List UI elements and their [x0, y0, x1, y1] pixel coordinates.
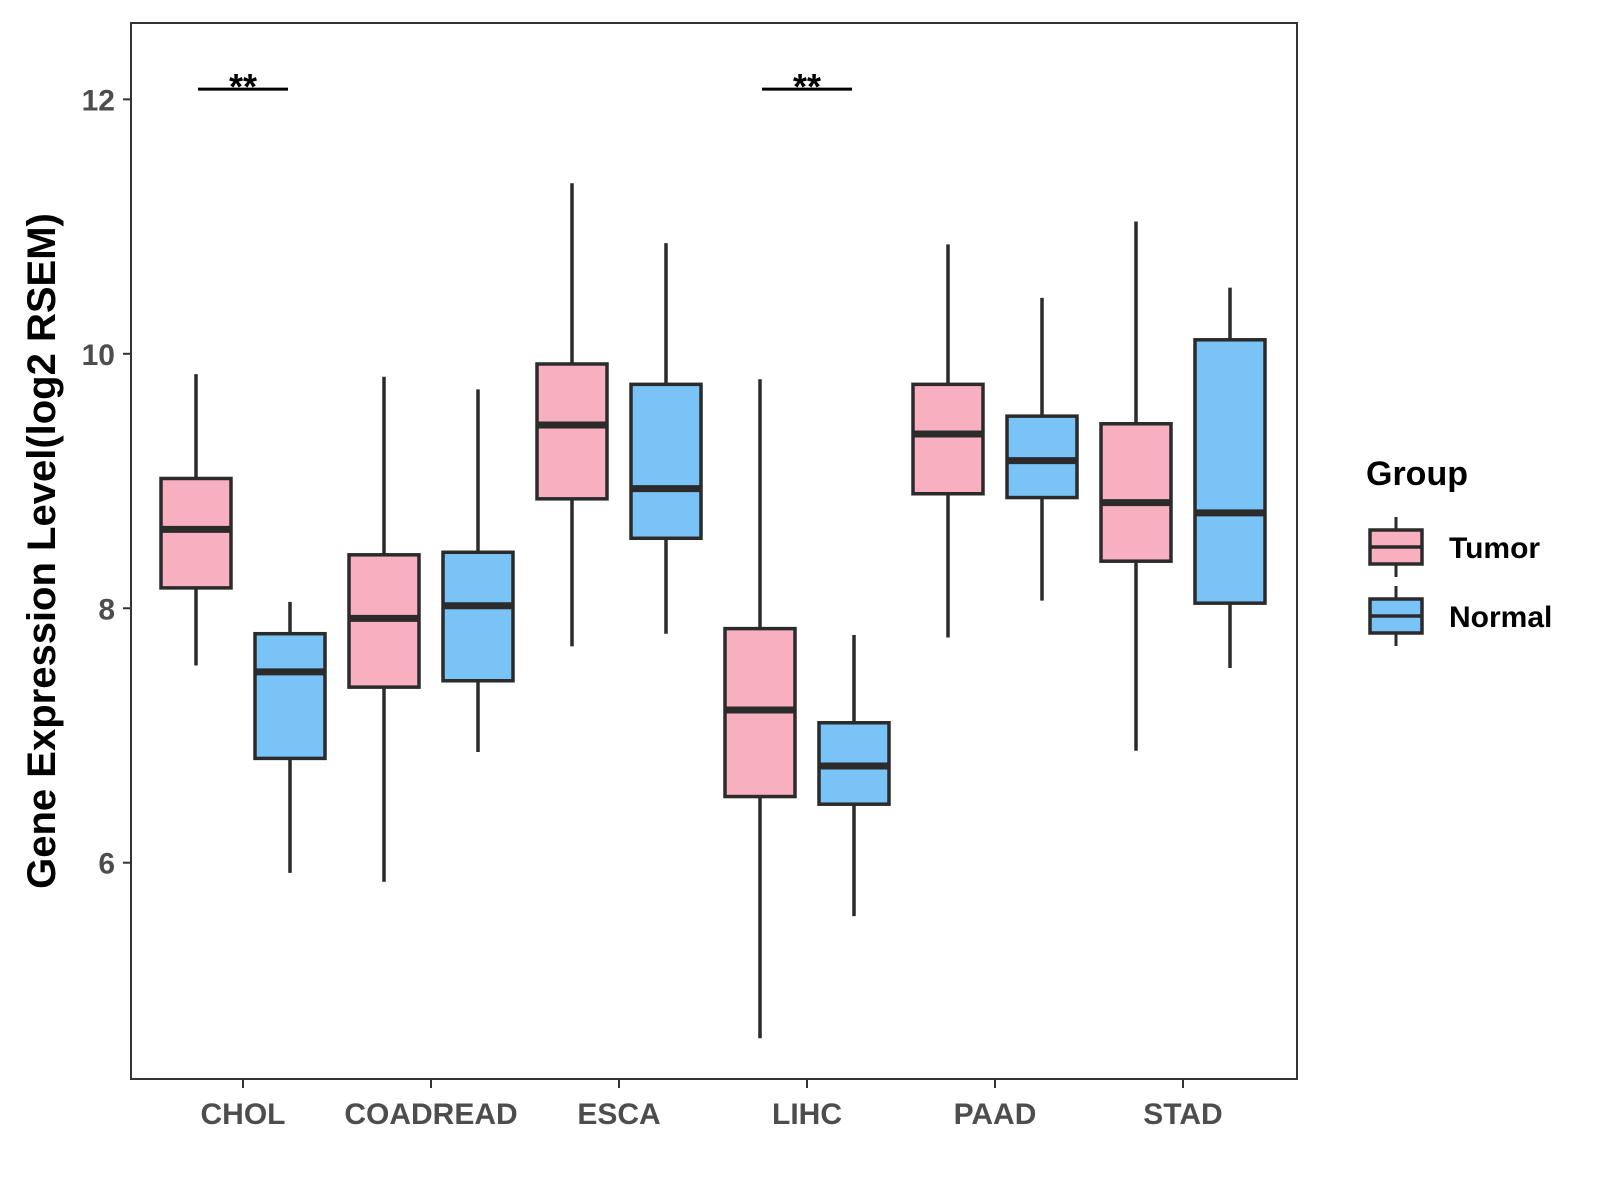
- legend: Group Tumor Normal: [1366, 455, 1552, 646]
- box-iqr: [253, 631, 327, 761]
- box-tumor-paad: [911, 244, 985, 638]
- x-tick-label-paad: PAAD: [954, 1098, 1037, 1131]
- x-axis: CHOL COADREAD ESCA LIHC PAAD STAD: [201, 1079, 1223, 1131]
- box-normal-lihc: [817, 634, 891, 917]
- box-normal-esca: [629, 243, 703, 634]
- legend-item-tumor: Tumor: [1368, 517, 1540, 577]
- box-normal-paad: [1005, 297, 1079, 601]
- plot-panel-border: [130, 22, 1298, 1080]
- box-normal-stad: [1193, 287, 1267, 669]
- y-axis: 6 8 10 12: [82, 84, 131, 881]
- box-tumor-esca: [535, 183, 609, 647]
- box-iqr: [911, 382, 985, 496]
- x-tick-label-stad: STAD: [1143, 1098, 1222, 1131]
- y-tick-label: 12: [82, 84, 115, 117]
- chart-marks: ** **: [159, 66, 1267, 1039]
- box-iqr: [1193, 338, 1267, 605]
- box-normal-chol: [253, 601, 327, 873]
- x-tick-label-chol: CHOL: [201, 1098, 286, 1131]
- box-iqr: [159, 476, 233, 590]
- x-tick-label-esca: ESCA: [577, 1098, 660, 1131]
- y-tick-label: 6: [98, 848, 115, 881]
- box-tumor-chol: [159, 374, 233, 666]
- box-normal-coadread: [441, 389, 515, 753]
- legend-item-normal: Normal: [1368, 586, 1552, 646]
- significance-label: **: [229, 66, 257, 107]
- x-tick-label-lihc: LIHC: [772, 1098, 842, 1131]
- box-iqr: [1005, 414, 1079, 500]
- legend-label: Tumor: [1449, 532, 1540, 565]
- box-iqr: [629, 382, 703, 541]
- box-tumor-lihc: [723, 379, 797, 1039]
- y-tick-label: 8: [98, 593, 115, 626]
- box-tumor-coadread: [347, 376, 421, 882]
- significance-chol: **: [198, 66, 288, 107]
- significance-lihc: **: [762, 66, 852, 107]
- y-axis-title: Gene Expression Level(log2 RSEM): [20, 213, 64, 889]
- legend-label: Normal: [1449, 601, 1552, 634]
- y-tick-label: 10: [82, 339, 115, 372]
- box-iqr: [535, 362, 609, 501]
- significance-label: **: [793, 66, 821, 107]
- box-iqr: [1099, 422, 1173, 563]
- box-tumor-stad: [1099, 221, 1173, 751]
- x-tick-label-coadread: COADREAD: [344, 1098, 517, 1131]
- box-iqr: [441, 550, 515, 683]
- legend-title: Group: [1366, 455, 1468, 493]
